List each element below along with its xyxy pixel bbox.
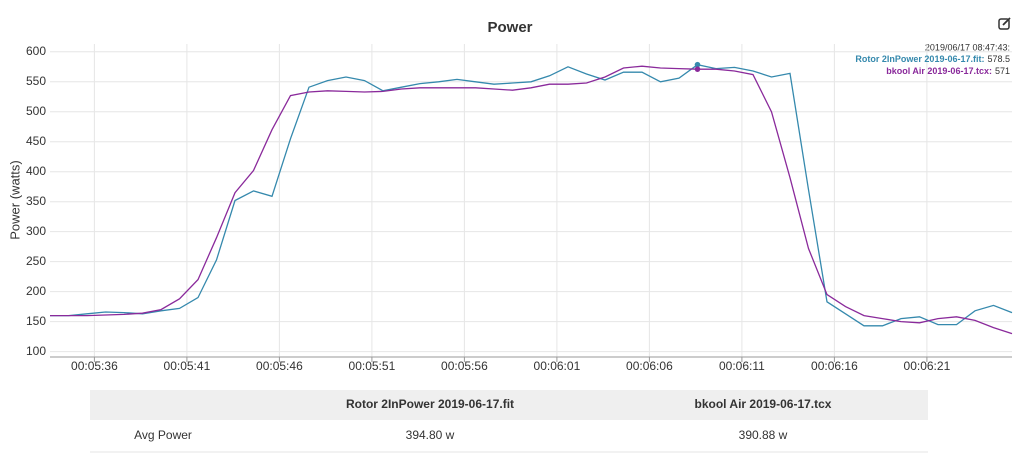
export-icon[interactable] [998, 17, 1011, 30]
tooltip-entry: Rotor 2InPower 2019-06-17.fit: 578.5 [855, 54, 1010, 64]
x-tick-label: 00:06:01 [534, 359, 581, 373]
y-axis-label: Power (watts) [7, 160, 22, 239]
x-tick-label: 00:05:36 [71, 359, 118, 373]
x-tick-label: 00:06:06 [626, 359, 673, 373]
x-tick-label: 00:06:21 [904, 359, 951, 373]
tooltip-value: 578.5 [987, 54, 1010, 64]
y-tick-label: 400 [26, 164, 46, 178]
y-tick-label: 150 [26, 314, 46, 328]
table-cell: 390.88 w [739, 428, 788, 442]
tooltip-series: bkool Air 2019-06-17.tcx: [886, 66, 992, 76]
table-header: Rotor 2InPower 2019-06-17.fit [346, 397, 514, 411]
x-tick-label: 00:05:51 [349, 359, 396, 373]
y-tick-label: 100 [26, 344, 46, 358]
y-tick-label: 200 [26, 284, 46, 298]
x-tick-label: 00:06:16 [811, 359, 858, 373]
series-line [50, 64, 1013, 327]
tooltip-series: Rotor 2InPower 2019-06-17.fit: [855, 54, 984, 64]
x-tick-label: 00:05:41 [164, 359, 211, 373]
y-tick-label: 300 [26, 224, 46, 238]
table-cell: 394.80 w [406, 428, 455, 442]
icon-box [998, 18, 1010, 30]
x-tick-label: 00:05:46 [256, 359, 303, 373]
series-line [50, 65, 1013, 335]
tooltip-time: 2019/06/17 08:47:43: [925, 42, 1010, 52]
hover-marker [694, 61, 701, 68]
hover-marker [694, 66, 701, 72]
y-tick-label: 550 [26, 74, 46, 88]
tooltip-value: 571 [995, 66, 1010, 76]
x-tick-label: 00:05:56 [441, 359, 488, 373]
table-header-bg [90, 390, 928, 420]
x-tick-label: 00:06:11 [719, 359, 765, 373]
y-tick-label: 500 [26, 104, 46, 118]
y-tick-label: 450 [26, 134, 46, 148]
icon-pen [1002, 17, 1011, 26]
y-tick-label: 250 [26, 254, 46, 268]
table-cell: Avg Power [134, 428, 192, 442]
y-tick-label: 600 [26, 44, 46, 58]
chart-title: Power [487, 19, 532, 36]
y-tick-label: 350 [26, 194, 46, 208]
tooltip-entry: bkool Air 2019-06-17.tcx: 571 [886, 66, 1010, 76]
table-header: bkool Air 2019-06-17.tcx [695, 397, 832, 411]
